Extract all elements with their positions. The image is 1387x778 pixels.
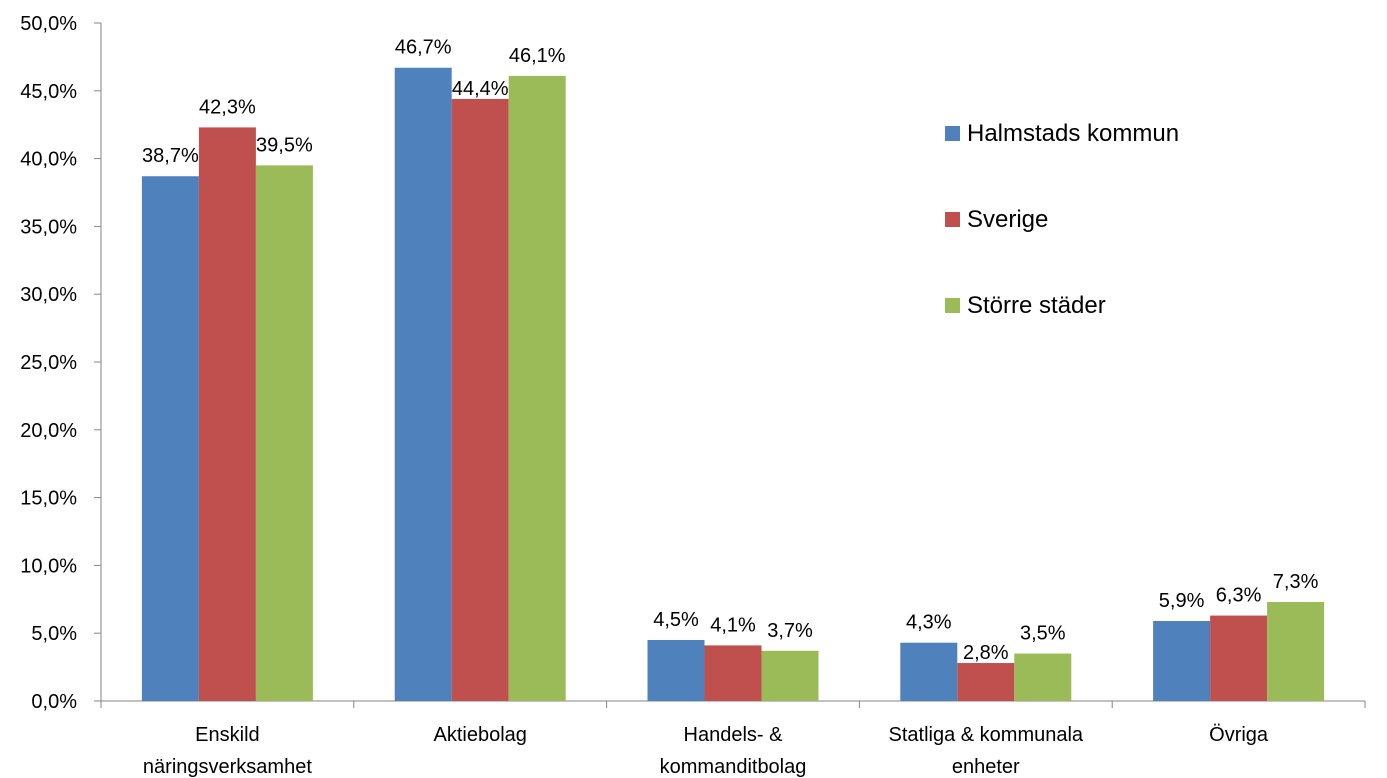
x-category-label: Övriga bbox=[1209, 724, 1269, 746]
data-label: 5,9% bbox=[1159, 590, 1205, 612]
bar bbox=[647, 639, 705, 701]
legend-swatch bbox=[945, 212, 960, 227]
data-label: 46,1% bbox=[509, 45, 566, 67]
y-tick-label: 5,0% bbox=[31, 623, 77, 645]
bar bbox=[141, 176, 199, 701]
data-label: 39,5% bbox=[256, 134, 313, 156]
bar bbox=[1210, 615, 1268, 701]
y-tick-label: 0,0% bbox=[31, 691, 77, 713]
data-labels: 38,7% 46,7% 4,5% 4,3% 5,9% 42,3% 44,4% 4,1% 2,8%… bbox=[142, 37, 1319, 664]
x-category-label: Handels- & kommanditbolag bbox=[660, 724, 807, 778]
x-category-label: Enskild näringsverksamhet bbox=[143, 724, 312, 778]
bar bbox=[255, 165, 313, 701]
bar bbox=[761, 650, 819, 701]
bar bbox=[451, 98, 509, 702]
bar bbox=[394, 67, 452, 702]
y-tick-label: 35,0% bbox=[20, 216, 77, 238]
data-label: 4,3% bbox=[906, 612, 952, 634]
legend-label: Halmstads kommun bbox=[967, 120, 1179, 147]
y-axis: 0,0% 5,0% 10,0% 15,0% 20,0% 25,0% 30,0% 35,0% 40… bbox=[20, 13, 102, 713]
legend: Halmstads kommun Sverige Större städer bbox=[945, 120, 1179, 319]
y-tick-label: 25,0% bbox=[20, 352, 77, 374]
legend-swatch bbox=[945, 298, 960, 313]
legend-label: Större städer bbox=[967, 292, 1106, 319]
bar bbox=[1153, 620, 1211, 701]
x-axis: Enskild näringsverksamhet Aktiebolag Handel… bbox=[100, 700, 1366, 778]
y-tick-label: 30,0% bbox=[20, 284, 77, 306]
x-category-label: Statliga & kommunala enheter bbox=[889, 724, 1084, 778]
bar bbox=[900, 642, 958, 701]
bars bbox=[141, 67, 1325, 702]
y-tick-label: 10,0% bbox=[20, 555, 77, 577]
data-label: 2,8% bbox=[963, 642, 1009, 664]
bar bbox=[508, 75, 566, 701]
y-tick-label: 20,0% bbox=[20, 420, 77, 442]
data-label: 42,3% bbox=[199, 96, 256, 118]
data-label: 7,3% bbox=[1273, 571, 1319, 593]
bar bbox=[957, 663, 1015, 701]
data-label: 3,5% bbox=[1020, 623, 1066, 645]
data-label: 4,5% bbox=[653, 609, 699, 631]
data-label: 3,7% bbox=[767, 620, 813, 642]
legend-swatch bbox=[945, 126, 960, 141]
y-tick-label: 50,0% bbox=[20, 13, 77, 35]
bar bbox=[704, 645, 762, 701]
bar bbox=[1014, 653, 1072, 701]
data-label: 44,4% bbox=[452, 78, 509, 100]
y-tick-label: 40,0% bbox=[20, 149, 77, 171]
y-tick-label: 45,0% bbox=[20, 81, 77, 103]
bar bbox=[198, 127, 256, 702]
data-label: 4,1% bbox=[710, 614, 756, 636]
legend-label: Sverige bbox=[967, 206, 1048, 233]
data-label: 46,7% bbox=[395, 37, 452, 59]
data-label: 6,3% bbox=[1216, 585, 1262, 607]
y-tick-label: 15,0% bbox=[20, 488, 77, 510]
data-label: 38,7% bbox=[142, 145, 199, 167]
x-category-label: Aktiebolag bbox=[433, 724, 526, 746]
bar bbox=[1267, 602, 1325, 701]
